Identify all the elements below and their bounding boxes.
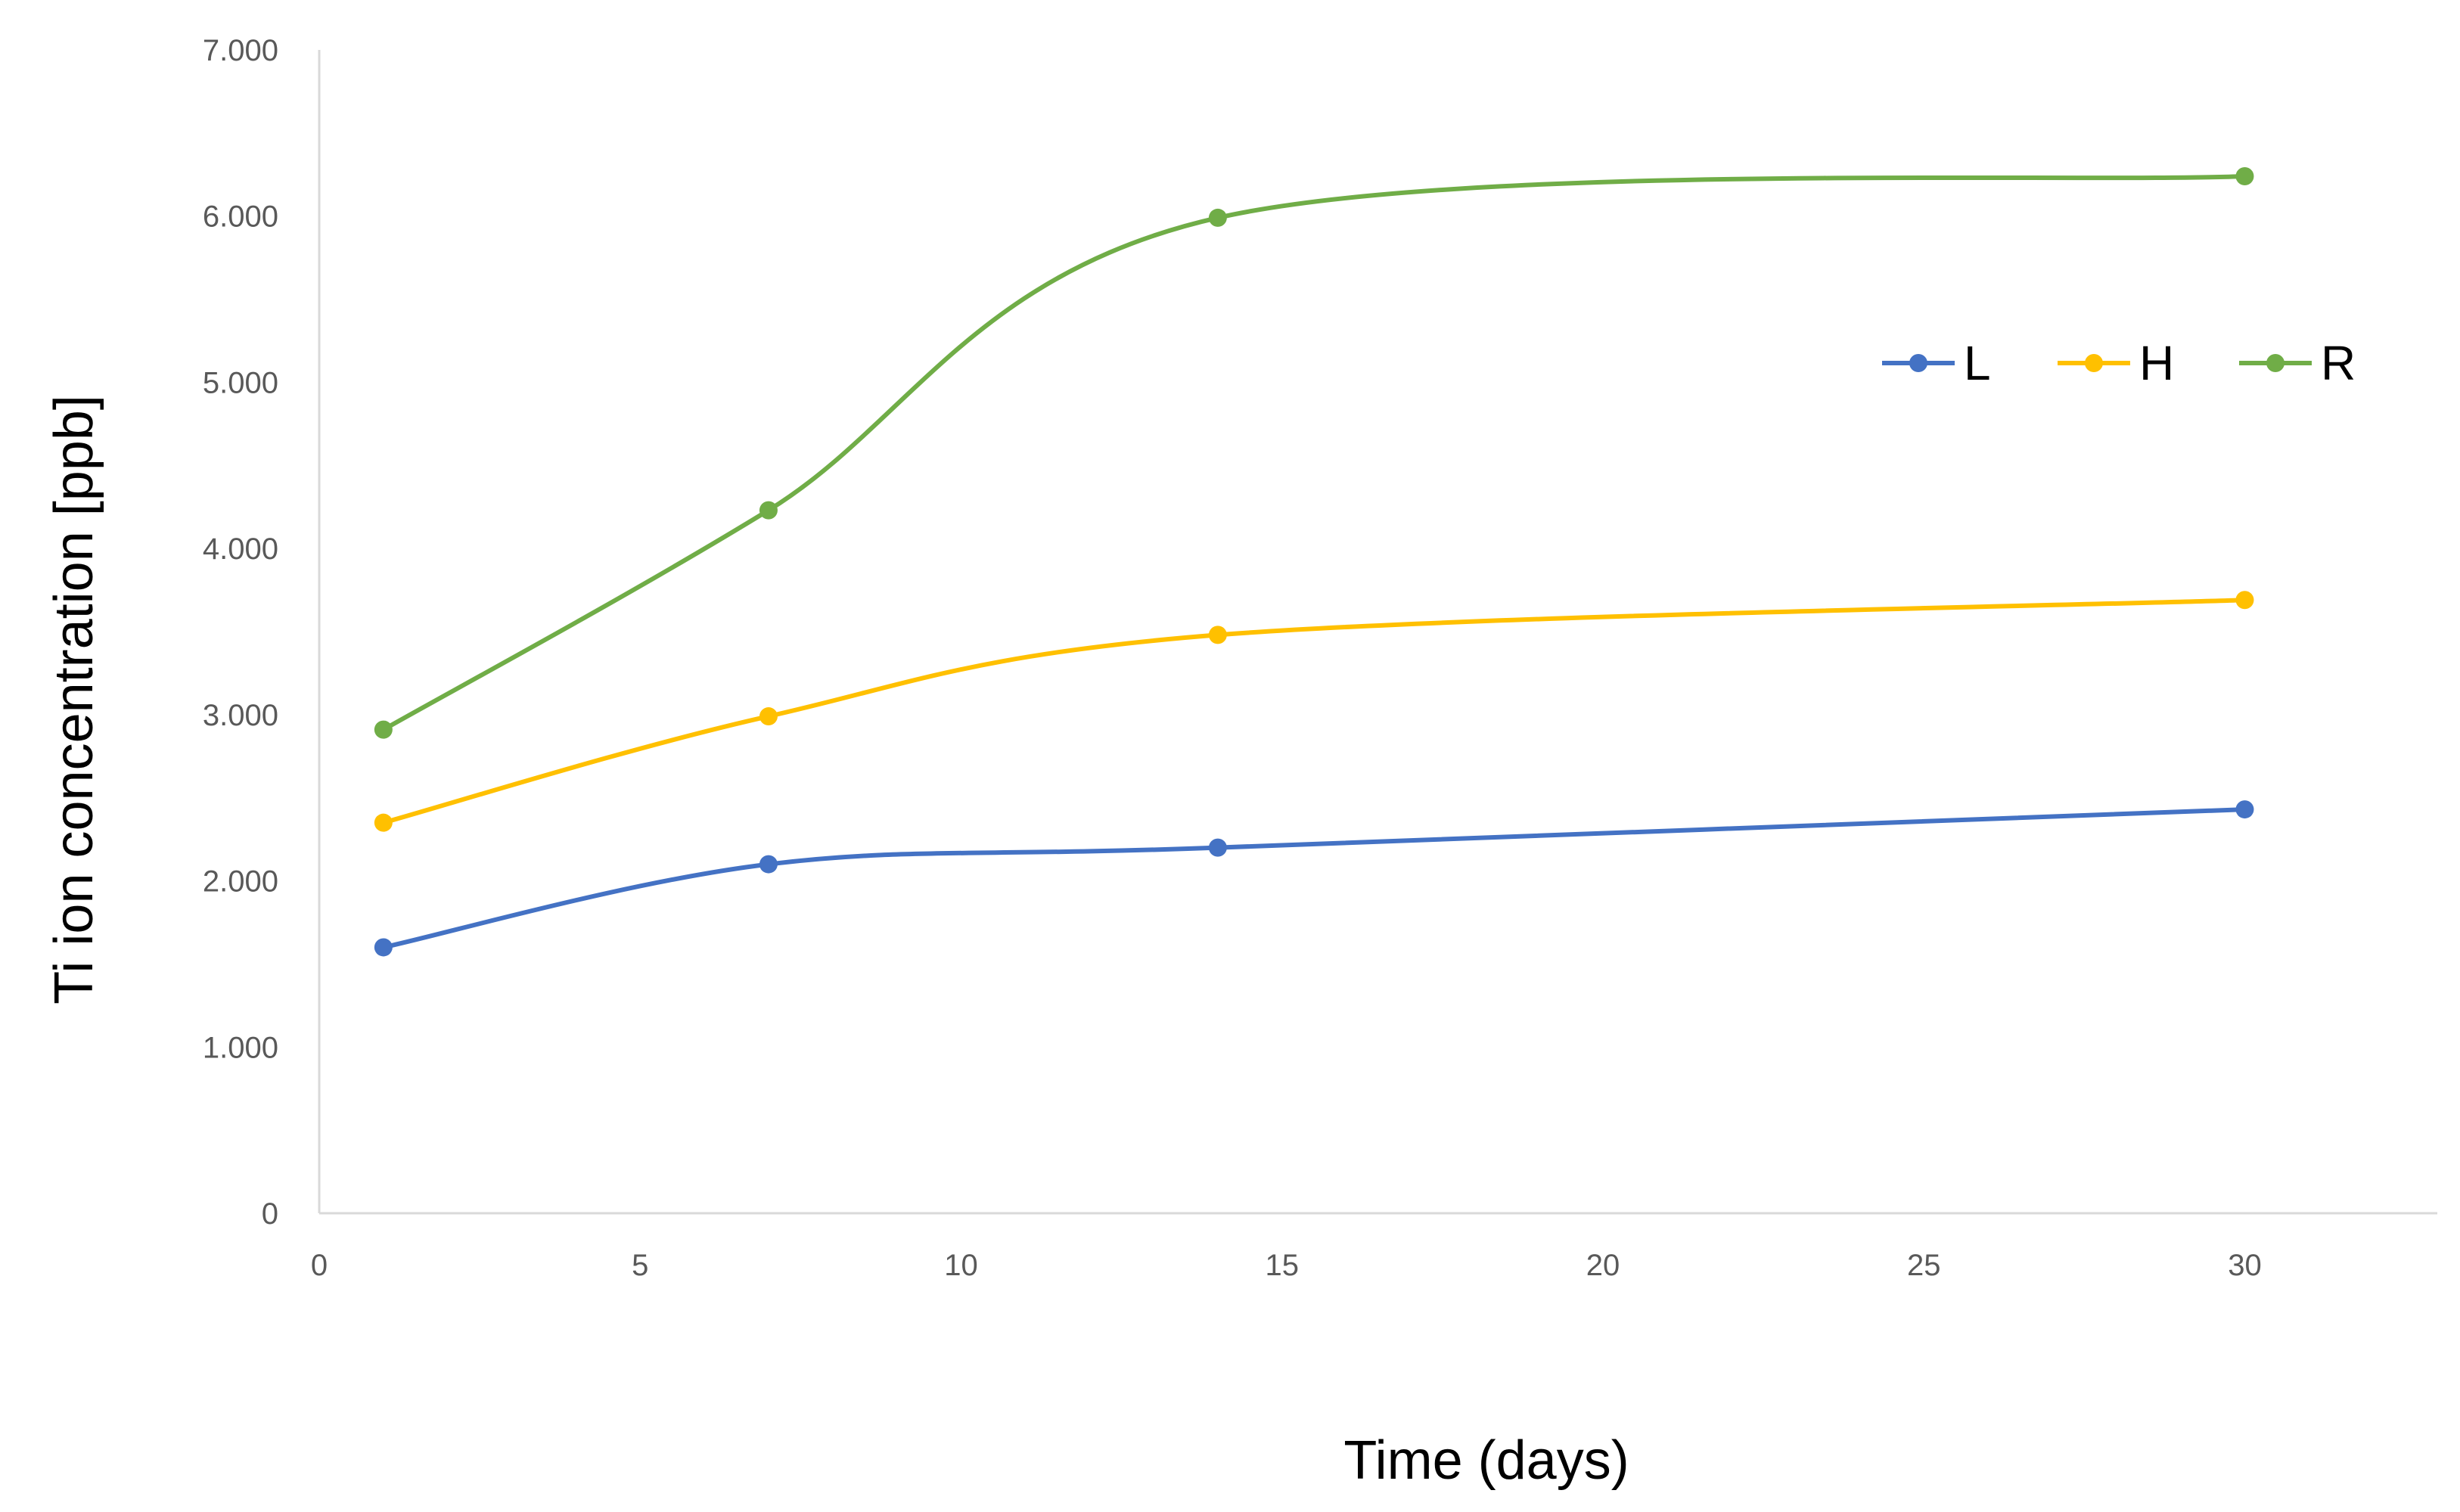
legend-label: L <box>1964 336 1991 390</box>
x-tick-label: 10 <box>944 1249 978 1282</box>
x-tick-label: 5 <box>632 1249 648 1282</box>
y-tick-label: 4.000 <box>203 532 278 566</box>
data-point <box>759 501 778 520</box>
legend-swatch-marker <box>1909 354 1927 372</box>
y-tick-label: 0 <box>262 1197 278 1231</box>
y-tick-label: 7.000 <box>203 34 278 67</box>
data-point <box>2235 591 2254 610</box>
x-tick-label: 0 <box>311 1249 328 1282</box>
y-tick-label: 2.000 <box>203 865 278 899</box>
y-tick-label: 3.000 <box>203 699 278 732</box>
legend-item-L: L <box>1882 336 1991 390</box>
series-L <box>374 800 2254 957</box>
axes <box>318 50 2437 1215</box>
series-line <box>380 807 2247 950</box>
x-tick-label: 25 <box>1907 1249 1941 1282</box>
legend-swatch-marker <box>2085 354 2103 372</box>
y-tick-label: 5.000 <box>203 366 278 399</box>
y-axis-title: Ti ion concentration [ppb] <box>44 395 104 1004</box>
legend-label: H <box>2139 336 2174 390</box>
data-point <box>374 813 393 832</box>
data-point <box>2235 800 2254 819</box>
series-line <box>380 173 2247 732</box>
legend-swatch-marker <box>2266 354 2285 372</box>
legend-label: R <box>2321 336 2356 390</box>
series-R <box>374 166 2254 739</box>
tick-labels: 0 1.000 2.000 3.000 4.000 5.000 6.000 7.000 0 5 10… <box>203 34 2262 1282</box>
data-point <box>759 707 778 726</box>
x-axis-title: Time (days) <box>1343 1430 1629 1491</box>
series-line <box>380 598 2247 825</box>
legend-item-H: H <box>2058 336 2174 390</box>
data-point <box>374 720 393 739</box>
y-tick-label: 1.000 <box>203 1031 278 1064</box>
y-tick-label: 6.000 <box>203 200 278 234</box>
data-point <box>2235 166 2254 185</box>
series-lines <box>374 166 2254 957</box>
legend-item-R: R <box>2239 336 2356 390</box>
data-point <box>1208 626 1227 644</box>
x-tick-label: 20 <box>1586 1249 1620 1282</box>
series-H <box>374 591 2254 832</box>
data-point <box>759 855 778 874</box>
data-point <box>374 938 393 957</box>
data-point <box>1208 208 1227 227</box>
data-point <box>1208 838 1227 857</box>
x-tick-label: 30 <box>2228 1249 2262 1282</box>
x-tick-label: 15 <box>1265 1249 1299 1282</box>
